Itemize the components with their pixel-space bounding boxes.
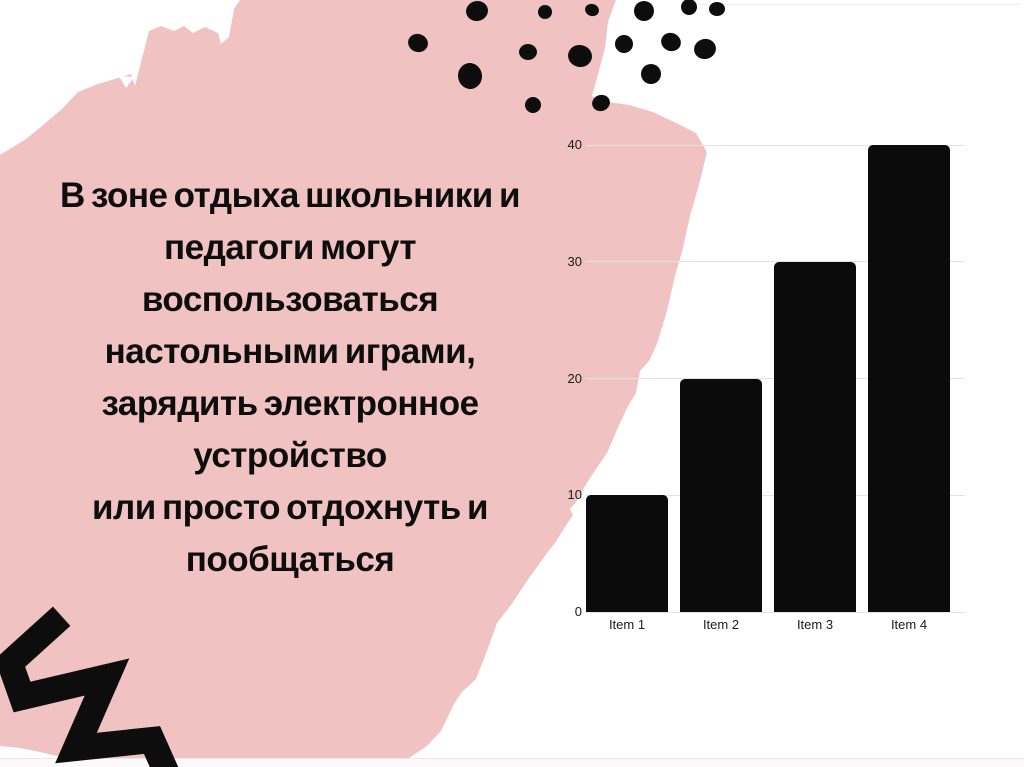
text-line: воспользоваться bbox=[141, 280, 439, 319]
ink-dot bbox=[694, 38, 716, 60]
x-axis-category-label: Item 4 bbox=[890, 617, 928, 632]
ink-dot bbox=[408, 33, 428, 53]
y-axis-tick-label: 20 bbox=[567, 370, 582, 386]
chart-bar bbox=[774, 261, 856, 612]
y-axis-tick-label: 0 bbox=[574, 604, 582, 619]
text-line: зарядить электронное bbox=[101, 384, 479, 423]
x-axis-category-label: Item 2 bbox=[702, 617, 740, 632]
bottom-strip bbox=[0, 758, 1024, 767]
chart-bar bbox=[868, 145, 950, 612]
y-axis-tick-label: 30 bbox=[567, 253, 582, 269]
gridline bbox=[586, 144, 965, 146]
ink-dot bbox=[641, 64, 661, 84]
ink-dot bbox=[709, 2, 725, 16]
ink-dot bbox=[457, 63, 483, 89]
text-line: В зоне отдыха школьники и bbox=[59, 176, 521, 215]
x-axis-category-label: Item 3 bbox=[796, 617, 834, 632]
text-line: настольными играми, bbox=[104, 332, 476, 371]
text-line: устройство bbox=[193, 436, 387, 475]
ink-dot bbox=[615, 35, 633, 53]
chart-bar bbox=[680, 378, 762, 612]
blob-tear-notch bbox=[119, 76, 134, 88]
ink-dot bbox=[519, 44, 537, 60]
ink-dots-group bbox=[408, 0, 725, 113]
y-axis-tick-label: 40 bbox=[567, 137, 582, 152]
ink-dot bbox=[681, 0, 697, 15]
brush-stroke-shape bbox=[0, 606, 179, 767]
text-line: или просто отдохнуть и bbox=[92, 488, 488, 527]
y-axis-tick-label: 10 bbox=[567, 487, 582, 503]
chart-bar bbox=[586, 495, 668, 612]
ink-dot bbox=[538, 5, 552, 19]
chart-plot-area: 0 10 20 30 40 Item 1 Item 2 Item 3 Item 4 bbox=[568, 137, 965, 632]
x-axis-category-label: Item 1 bbox=[608, 617, 646, 632]
pink-blob-shape bbox=[0, 0, 707, 758]
ink-dot bbox=[568, 44, 592, 68]
text-line: пообщаться bbox=[185, 540, 395, 579]
ink-dot bbox=[661, 32, 681, 52]
ink-dot bbox=[592, 94, 610, 112]
ink-dot bbox=[634, 1, 654, 21]
bar-chart: 0 10 20 30 40 Item 1 Item 2 Item 3 Item 4 bbox=[560, 131, 1000, 651]
slide-text-block: В зоне отдыха школьники и педагоги могут в… bbox=[20, 170, 560, 586]
text-line: педагоги могут bbox=[163, 228, 417, 267]
ink-dot bbox=[525, 97, 541, 113]
gridline bbox=[586, 611, 965, 613]
ink-dot bbox=[466, 0, 488, 22]
ink-dot bbox=[585, 3, 599, 17]
